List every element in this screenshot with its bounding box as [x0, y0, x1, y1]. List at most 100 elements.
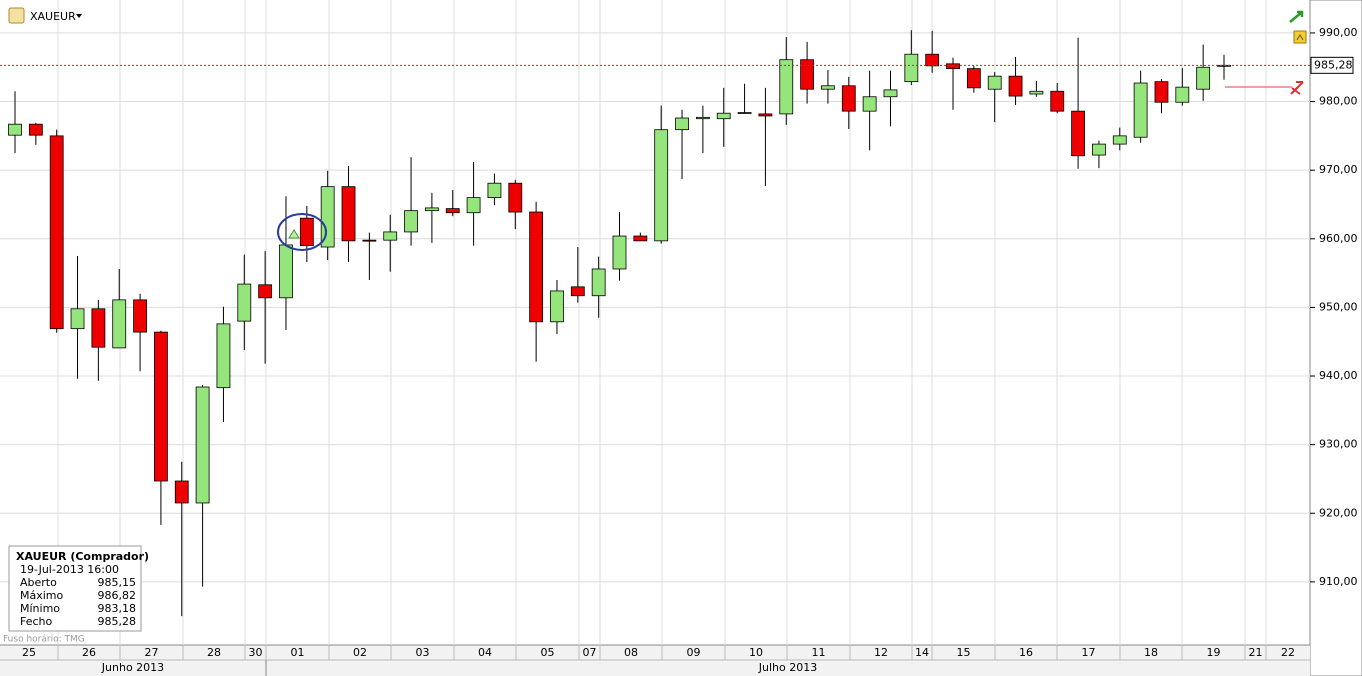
- y-tick-label: 950,00: [1319, 300, 1358, 313]
- y-tick-label: 930,00: [1319, 438, 1358, 451]
- y-tick-label: 910,00: [1319, 575, 1358, 588]
- candle-body: [424, 207, 439, 212]
- candle-body: [28, 123, 43, 136]
- x-tick-label: 02: [353, 646, 367, 659]
- candle-body: [154, 331, 168, 482]
- candle-body: [341, 186, 356, 242]
- info-value: 985,28: [98, 615, 137, 628]
- collapse-icon[interactable]: [1293, 30, 1307, 44]
- candle-body: [320, 186, 335, 248]
- candle-body: [195, 386, 210, 504]
- last-price-label: 985,28: [1314, 58, 1353, 71]
- x-tick-label: 16: [1019, 646, 1033, 659]
- month-label: Junho 2013: [101, 661, 164, 674]
- x-tick-label: 27: [145, 646, 159, 659]
- sell-icon[interactable]: [1290, 81, 1304, 95]
- y-tick-label: 960,00: [1319, 232, 1358, 245]
- candle-body: [1092, 143, 1106, 156]
- x-tick-label: 12: [874, 646, 888, 659]
- candle-body: [487, 182, 502, 199]
- candle-body: [946, 63, 960, 70]
- info-title: XAUEUR (Comprador): [16, 550, 149, 563]
- timezone: Fuso horário: TMG: [3, 635, 85, 645]
- x-tick-label: 18: [1144, 646, 1158, 659]
- y-tick-label: 990,00: [1319, 26, 1358, 39]
- candle-body: [70, 308, 85, 330]
- candle-body: [1196, 66, 1211, 90]
- candle-body: [633, 235, 648, 242]
- candle-body: [445, 208, 460, 214]
- month-label: Julho 2013: [758, 661, 817, 674]
- x-tick-label: 05: [541, 646, 555, 659]
- candle-body: [904, 53, 919, 83]
- x-tick-label: 01: [291, 646, 305, 659]
- candle-body: [570, 286, 585, 297]
- candle-body: [91, 308, 106, 348]
- candle-body: [508, 182, 523, 213]
- x-tick-label: 09: [687, 646, 701, 659]
- overlay: XAUEUR XAUEUR (Comprador) 19-Jul-2013 16…: [3, 7, 1307, 645]
- candle-body: [404, 210, 418, 233]
- info-value: 983,18: [98, 602, 137, 615]
- x-tick-label: 17: [1082, 646, 1096, 659]
- x-tick-label: 30: [249, 646, 263, 659]
- candle-body: [779, 59, 794, 115]
- candle-body: [654, 129, 669, 242]
- info-date: 19-Jul-2013 16:00: [20, 563, 119, 576]
- buy-icon[interactable]: [1289, 10, 1304, 23]
- y-tick-label: 920,00: [1319, 506, 1358, 519]
- candle-body: [737, 112, 752, 114]
- y-tick-label: 970,00: [1319, 163, 1358, 176]
- candle-body: [591, 268, 606, 297]
- last-price-box: [1310, 56, 1354, 74]
- info-label: Fecho: [20, 615, 53, 628]
- symbol-icon[interactable]: [8, 7, 25, 24]
- y-tick-label: 980,00: [1319, 95, 1358, 108]
- symbol[interactable]: XAUEUR: [30, 10, 76, 23]
- info-rows: Aberto 985,15 Máximo 986,82 Mínimo 983,18 Fech…: [20, 576, 136, 628]
- x-tick-label: 03: [416, 646, 430, 659]
- candle-body: [612, 235, 627, 270]
- candle-body: [1008, 75, 1023, 97]
- candle-body: [258, 284, 273, 299]
- candle-body: [383, 231, 398, 241]
- x-tick-label: 11: [812, 646, 826, 659]
- x-tick-label: 07: [583, 646, 597, 659]
- signal-marker: [288, 229, 300, 239]
- info-label: Mínimo: [20, 602, 60, 615]
- x-tick-label: 10: [749, 646, 763, 659]
- x-tick-label: 04: [478, 646, 492, 659]
- candle-body: [362, 239, 377, 242]
- x-tick-label: 28: [207, 646, 221, 659]
- dropdown-arrow[interactable]: [76, 14, 82, 18]
- grid: [0, 0, 1310, 645]
- x-tick-label: 26: [82, 646, 96, 659]
- candle-body: [1050, 90, 1065, 112]
- candle-body: [133, 299, 147, 333]
- candle-body: [1154, 81, 1169, 103]
- candle-body: [758, 113, 773, 117]
- candle-body: [1175, 86, 1190, 103]
- candle-body: [216, 323, 231, 389]
- y-axis-panel: [1309, 0, 1362, 676]
- x-tick-label: 19: [1207, 646, 1221, 659]
- x-tick-label: 22: [1281, 646, 1295, 659]
- candle-body: [1133, 82, 1148, 138]
- candle-body: [966, 68, 981, 89]
- candle-body: [112, 299, 127, 349]
- candle-body: [237, 283, 252, 322]
- candle-body: [8, 123, 22, 136]
- candle-body: [883, 89, 898, 98]
- x-tick-label: 14: [915, 646, 929, 659]
- info-label: Máximo: [20, 589, 64, 602]
- candle-body: [49, 135, 64, 330]
- candle-body: [800, 59, 815, 90]
- candle-body: [821, 85, 835, 90]
- candle-body: [1071, 110, 1085, 157]
- candle-body: [841, 85, 856, 112]
- candle-body: [550, 290, 564, 323]
- info-value: 985,15: [98, 576, 137, 589]
- candle-body: [174, 480, 189, 504]
- x-tick-label: 15: [957, 646, 971, 659]
